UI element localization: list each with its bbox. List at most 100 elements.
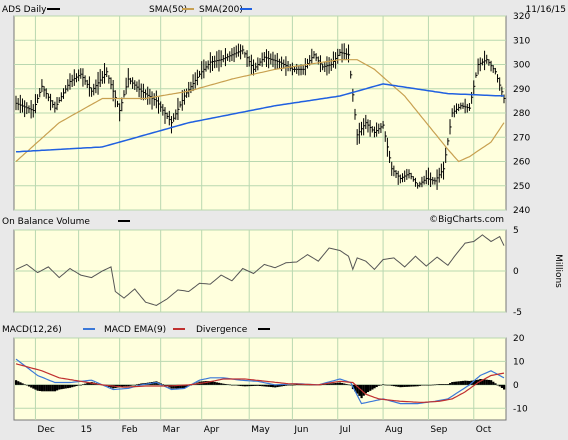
divergence-bar	[252, 384, 255, 386]
price-bar	[278, 58, 282, 69]
price-bar	[464, 98, 467, 114]
price-bar	[253, 59, 256, 76]
x-tick-label: Apr	[204, 425, 220, 435]
price-bar	[32, 104, 35, 118]
divergence-bar	[209, 381, 212, 385]
price-bar	[99, 69, 102, 88]
obv-label: On Balance Volume	[2, 217, 90, 227]
price-bar	[86, 79, 89, 89]
price-bar	[263, 52, 266, 63]
divergence-bar	[431, 384, 434, 386]
divergence-bar	[369, 384, 372, 391]
divergence-bar	[75, 384, 78, 387]
divergence-bar	[129, 384, 132, 386]
price-bar	[80, 68, 83, 79]
divergence-bar	[377, 384, 380, 386]
price-bar	[162, 104, 165, 116]
price-bar	[30, 100, 33, 119]
divergence-bar	[241, 384, 244, 387]
divergence-bar	[453, 381, 456, 385]
divergence-bar	[328, 383, 331, 385]
divergence-bar	[373, 384, 376, 389]
divergence-bar	[211, 381, 214, 385]
price-bar	[380, 123, 383, 134]
divergence-bar	[179, 384, 182, 389]
price-bar	[389, 150, 392, 164]
divergence-bar	[485, 379, 488, 385]
watermark: ©BigCharts.com	[429, 215, 504, 225]
divergence-bar	[185, 384, 188, 388]
divergence-bar	[343, 383, 346, 385]
price-bar	[466, 103, 469, 113]
price-bar	[257, 57, 260, 71]
price-bar	[311, 48, 314, 64]
divergence-bar	[261, 384, 264, 387]
price-bar	[477, 58, 480, 75]
y-tick-label: 320	[513, 12, 530, 22]
divergence-bar	[472, 380, 475, 385]
price-bar	[453, 105, 456, 118]
divergence-bar	[140, 383, 143, 385]
divergence-bar	[479, 379, 482, 385]
divergence-bar	[405, 384, 409, 387]
price-bar	[175, 109, 178, 120]
price-bar	[170, 116, 174, 134]
price-bar	[136, 81, 139, 92]
divergence-bar	[395, 384, 398, 387]
divergence-bar	[302, 384, 305, 386]
divergence-bar	[237, 384, 240, 386]
divergence-bar	[64, 384, 67, 389]
divergence-bar	[172, 384, 175, 389]
divergence-bar	[345, 384, 348, 385]
price-bar	[438, 167, 441, 183]
price-bar	[432, 176, 435, 185]
divergence-bar	[446, 384, 450, 385]
divergence-bar	[444, 384, 447, 385]
price-bar	[147, 86, 150, 105]
price-bar	[199, 70, 202, 78]
divergence-bar	[366, 384, 370, 393]
price-bar	[37, 94, 40, 104]
price-bar	[274, 54, 277, 70]
y-tick-label: 20	[513, 334, 525, 344]
divergence-bar	[464, 380, 467, 385]
price-bar	[108, 75, 111, 84]
price-bar	[84, 75, 87, 85]
price-bar	[298, 65, 301, 76]
price-bar	[149, 88, 152, 105]
price-bar	[166, 112, 169, 120]
price-bar	[259, 58, 262, 66]
divergence-bar	[217, 382, 221, 385]
price-bar	[110, 77, 113, 90]
price-bar	[430, 172, 433, 188]
divergence-bar	[263, 384, 266, 387]
price-bar	[326, 56, 329, 76]
price-bar	[404, 170, 407, 182]
price-bar	[91, 87, 94, 97]
divergence-bar	[418, 384, 421, 386]
divergence-bar	[49, 384, 52, 392]
divergence-bar	[295, 384, 298, 386]
price-bar	[397, 170, 400, 185]
divergence-bar	[53, 384, 57, 392]
price-bar	[54, 101, 57, 113]
price-bar	[449, 119, 452, 135]
price-bar	[168, 110, 171, 126]
price-bar	[373, 126, 377, 138]
divergence-bar	[425, 384, 428, 386]
sma200-line	[15, 83, 505, 153]
price-bar	[250, 54, 253, 75]
macd-label: MACD(12,26)	[2, 325, 62, 335]
divergence-bar	[163, 384, 167, 386]
divergence-bar	[440, 384, 443, 385]
y-tick-label: 0	[513, 267, 519, 277]
divergence-bar	[233, 384, 236, 386]
price-bar	[127, 68, 130, 88]
price-bar	[123, 90, 126, 98]
price-bar	[179, 101, 182, 108]
divergence-bar	[21, 383, 24, 385]
price-bar	[443, 161, 446, 180]
price-bar	[28, 105, 31, 114]
price-bar	[255, 62, 258, 72]
price-bar	[209, 52, 212, 73]
